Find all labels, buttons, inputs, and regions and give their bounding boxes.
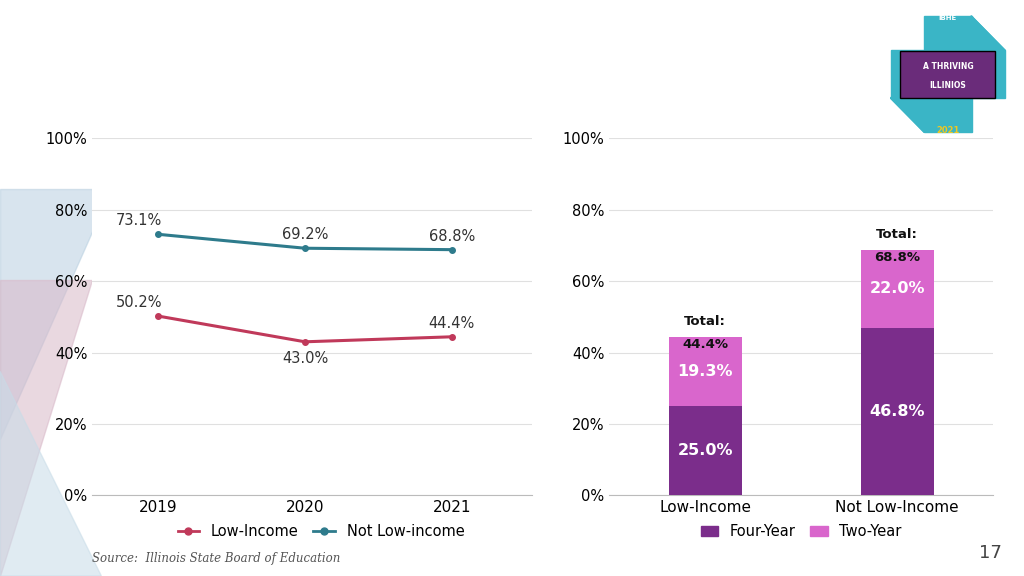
Text: 73.1%: 73.1% [116,213,162,228]
Text: Total:: Total: [684,315,726,328]
Text: Total:: Total: [877,228,919,241]
Text: 46.8%: 46.8% [869,404,925,419]
Text: 44.4%: 44.4% [429,316,475,331]
Polygon shape [891,16,1005,132]
Bar [669,337,741,406]
Text: ILLINIOS: ILLINIOS [930,81,967,90]
Text: Source:  Illinois State Board of Education: Source: Illinois State Board of Educatio… [92,552,341,564]
Text: 25.0%: 25.0% [678,443,733,458]
Polygon shape [0,372,101,576]
Text: 50.2%: 50.2% [116,295,163,310]
FancyBboxPatch shape [900,51,995,97]
Text: 68.8%: 68.8% [429,229,475,244]
Polygon shape [891,50,1005,98]
Text: 2021: 2021 [936,126,959,135]
Text: 22.0%: 22.0% [869,282,925,297]
Bar [861,249,934,328]
Polygon shape [0,189,111,439]
Text: 43.0%: 43.0% [282,351,328,366]
Text: graduates: graduates [23,80,163,108]
Polygon shape [924,16,972,132]
Text: 17: 17 [979,544,1001,562]
Polygon shape [891,16,1005,132]
Text: A THRIVING: A THRIVING [923,62,973,71]
Text: 19.3%: 19.3% [678,364,733,379]
Text: 68.8%: 68.8% [874,251,921,264]
Legend: Low-Income, Not Low-income: Low-Income, Not Low-income [172,518,471,545]
Text: College-going gaps persist for low-income high school: College-going gaps persist for low-incom… [23,22,774,50]
Bar [861,328,934,495]
Text: 69.2%: 69.2% [282,228,328,242]
Bar [669,406,741,495]
Text: 44.4%: 44.4% [682,338,728,351]
Legend: Four-Year, Two-Year: Four-Year, Two-Year [695,518,907,545]
Text: IBHE: IBHE [939,15,957,21]
Polygon shape [0,281,92,576]
